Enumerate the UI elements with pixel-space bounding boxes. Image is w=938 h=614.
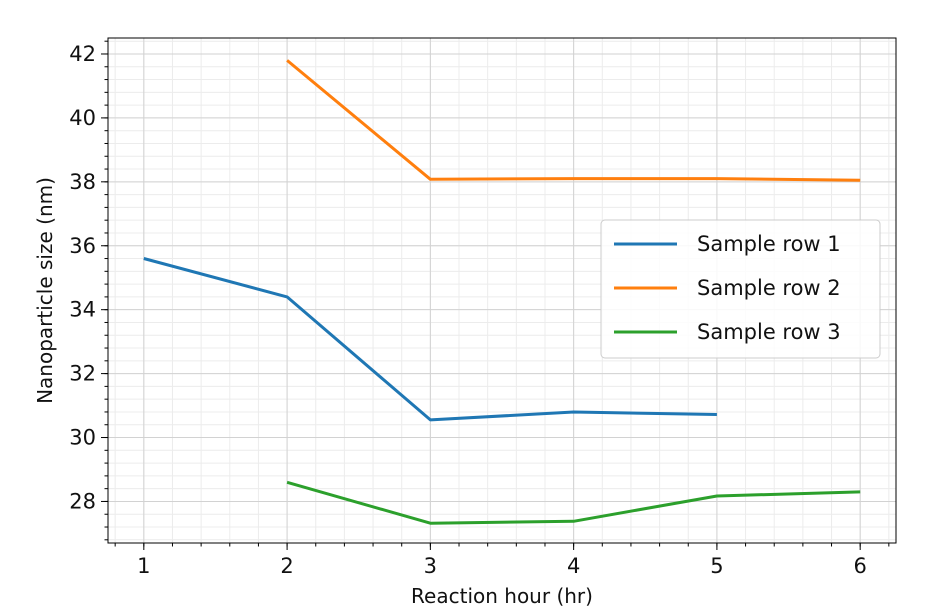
- axis-ticks: [101, 40, 890, 550]
- series-line-2: [286, 59, 861, 182]
- y-tick-label: 36: [69, 234, 96, 258]
- y-axis-label: Nanoparticle size (nm): [33, 177, 57, 404]
- x-axis-label: Reaction hour (hr): [411, 584, 593, 608]
- x-tick-label: 3: [424, 554, 437, 578]
- series-lines: [143, 59, 861, 525]
- x-tick-label: 6: [853, 554, 866, 578]
- y-tick-label: 32: [69, 362, 96, 386]
- legend-label-3: Sample row 3: [697, 320, 841, 344]
- y-tick-label: 30: [69, 426, 96, 450]
- x-tick-label: 4: [567, 554, 580, 578]
- plot-area-frame: [107, 37, 897, 544]
- x-tick-label: 1: [137, 554, 150, 578]
- legend-label-1: Sample row 1: [697, 232, 841, 256]
- series-line-3: [286, 480, 861, 525]
- y-tick-label: 38: [69, 170, 96, 194]
- legend-box: [600, 219, 881, 359]
- legend-label-2: Sample row 2: [697, 276, 841, 300]
- y-tick-label: 34: [69, 298, 96, 322]
- series-line-1: [143, 257, 717, 422]
- x-tick-label: 5: [710, 554, 723, 578]
- legend: Sample row 1 Sample row 2 Sample row 3: [600, 219, 881, 359]
- x-tick-label: 2: [280, 554, 293, 578]
- y-tick-label: 40: [69, 106, 96, 130]
- y-tick-label: 28: [69, 489, 96, 513]
- y-tick-label: 42: [69, 42, 96, 66]
